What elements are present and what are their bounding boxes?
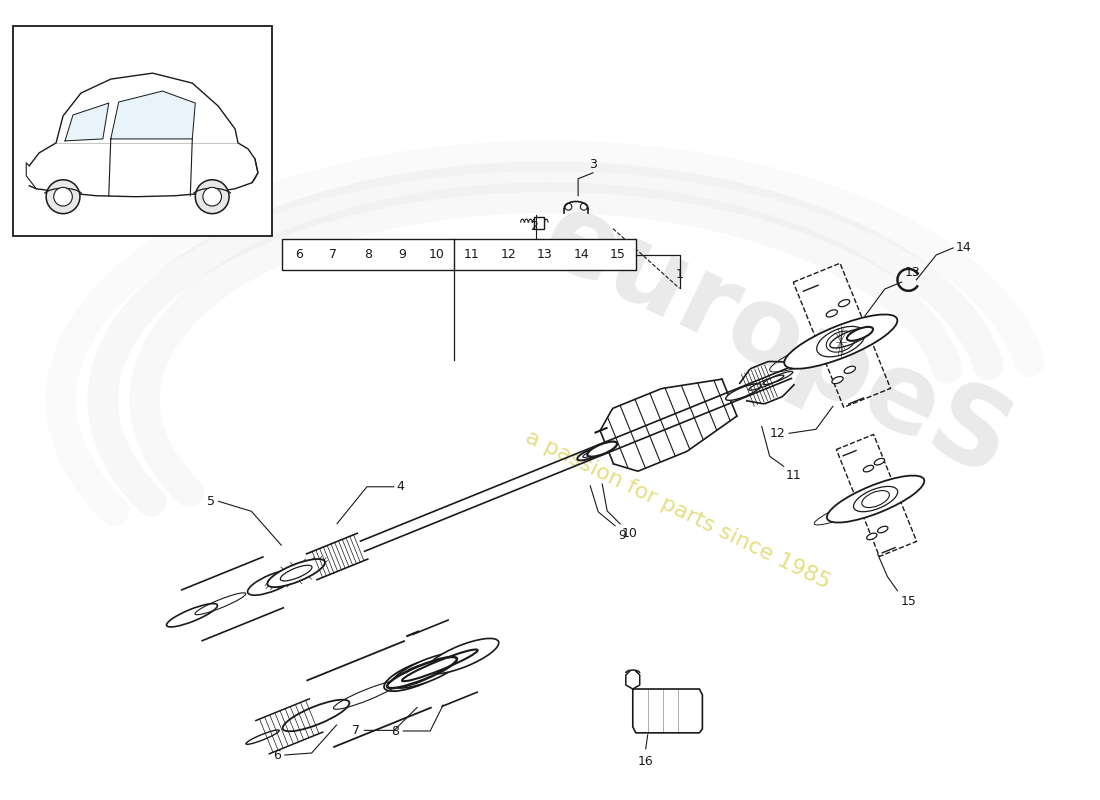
Text: 10: 10 [623, 527, 638, 540]
Ellipse shape [867, 533, 877, 540]
Text: 9: 9 [398, 248, 406, 261]
Ellipse shape [844, 366, 856, 374]
Text: 5: 5 [207, 495, 215, 508]
Polygon shape [56, 73, 238, 143]
Text: 3: 3 [590, 158, 597, 170]
Ellipse shape [826, 310, 837, 317]
Text: 2: 2 [530, 219, 538, 233]
Ellipse shape [881, 489, 892, 495]
Ellipse shape [267, 559, 324, 587]
Text: 11: 11 [464, 248, 480, 261]
Text: 9: 9 [618, 529, 626, 542]
Text: 12: 12 [500, 248, 516, 261]
Text: 7: 7 [352, 724, 361, 737]
Text: 13: 13 [537, 248, 552, 261]
Text: 14: 14 [956, 242, 972, 254]
Text: 15: 15 [609, 248, 626, 261]
Text: 7: 7 [329, 248, 338, 261]
Polygon shape [632, 689, 703, 733]
Ellipse shape [878, 526, 888, 533]
Circle shape [196, 180, 229, 214]
Text: 16: 16 [638, 754, 653, 768]
Ellipse shape [246, 730, 279, 744]
Ellipse shape [864, 466, 873, 472]
Ellipse shape [384, 658, 451, 691]
Ellipse shape [854, 486, 898, 512]
Ellipse shape [816, 326, 865, 357]
Ellipse shape [832, 377, 844, 384]
Text: 1: 1 [675, 269, 683, 282]
Ellipse shape [726, 384, 761, 400]
Ellipse shape [283, 700, 350, 731]
Text: 4: 4 [397, 480, 405, 494]
Text: 14: 14 [573, 248, 590, 261]
Text: 15: 15 [901, 594, 916, 608]
Ellipse shape [874, 458, 884, 465]
Ellipse shape [166, 603, 218, 627]
Text: 10: 10 [429, 248, 444, 261]
Ellipse shape [847, 328, 859, 335]
Text: 12: 12 [769, 426, 785, 440]
Ellipse shape [827, 475, 924, 522]
Ellipse shape [847, 327, 873, 341]
Ellipse shape [587, 442, 617, 457]
Text: 13: 13 [904, 266, 921, 279]
Text: europeS: europeS [526, 182, 1028, 499]
Ellipse shape [829, 328, 869, 348]
Ellipse shape [427, 638, 498, 674]
Circle shape [46, 180, 80, 214]
Polygon shape [30, 143, 257, 197]
Ellipse shape [387, 657, 456, 688]
Bar [282, 238, 636, 270]
Ellipse shape [784, 314, 898, 369]
Ellipse shape [859, 502, 870, 510]
Ellipse shape [838, 299, 849, 306]
Text: 6: 6 [273, 749, 280, 762]
Ellipse shape [823, 348, 834, 355]
Bar [13, 26, 272, 235]
Ellipse shape [578, 447, 603, 460]
Polygon shape [111, 91, 196, 139]
Text: 8: 8 [364, 248, 372, 261]
Bar [535, 217, 544, 229]
Ellipse shape [392, 653, 464, 688]
Text: 11: 11 [785, 470, 801, 482]
Circle shape [202, 187, 221, 206]
Circle shape [54, 187, 73, 206]
Text: a passion for parts since 1985: a passion for parts since 1985 [521, 426, 834, 593]
Text: 8: 8 [392, 725, 399, 738]
Polygon shape [65, 103, 109, 141]
Text: 6: 6 [295, 248, 302, 261]
